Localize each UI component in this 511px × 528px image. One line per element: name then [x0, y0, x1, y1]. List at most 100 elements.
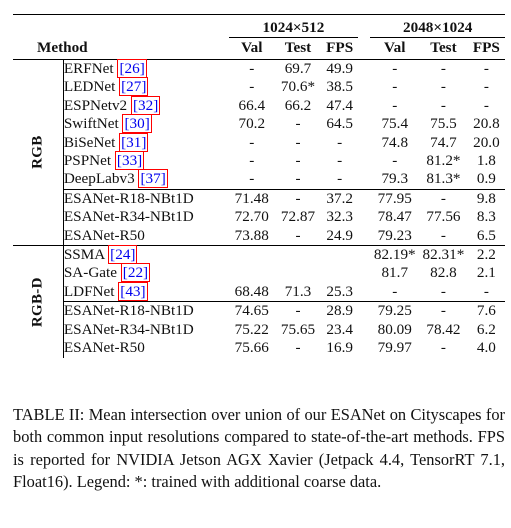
cell-v2: 78.47: [377, 208, 412, 226]
method-name: ESANet-R50: [63, 227, 228, 246]
citation-link[interactable]: [26]: [117, 59, 147, 78]
cell-f2: 2.1: [476, 264, 496, 282]
citation-link[interactable]: [22]: [120, 263, 151, 283]
method-name: ESANet-R18-NBt1D: [63, 302, 228, 320]
cell-v1: 73.88: [234, 226, 269, 244]
cell-f2: 20.8: [473, 115, 500, 133]
cell-v1: 70.2: [238, 115, 266, 133]
cell-v1: 72.70: [234, 208, 269, 226]
cell-f2: 20.0: [473, 133, 500, 151]
cell-v2: 79.3: [381, 170, 409, 188]
cell-f2: -: [483, 282, 489, 300]
citation-link[interactable]: [33]: [114, 151, 145, 171]
col-fps-2: FPS: [472, 39, 500, 57]
cell-v2: 80.09: [377, 320, 412, 338]
citation-link[interactable]: [43]: [118, 281, 148, 301]
cell-f2: 8.3: [476, 208, 496, 226]
table-row: ESANet-R34-NBt1D 72.70 72.87 32.3 78.47 77.56…: [13, 208, 505, 226]
cell-f2: 6.5: [476, 226, 496, 244]
cell-f2: 2.2: [476, 246, 496, 264]
cell-f1: [321, 264, 358, 282]
cell-f1: 25.3: [326, 282, 353, 300]
citation-link[interactable]: [30]: [122, 114, 152, 134]
method-label: LEDNet: [63, 78, 116, 96]
column-header-row: Method Val Test FPS Val Test FPS: [13, 38, 505, 60]
citation-number: 37: [145, 170, 161, 188]
method-label: ERFNet: [63, 60, 114, 77]
cell-t1: -: [295, 170, 301, 188]
cell-t2: -: [440, 302, 446, 320]
cell-v1: -: [249, 133, 255, 151]
citation-number: 32: [138, 96, 154, 114]
citation-number: 33: [121, 152, 138, 170]
cell-t1: 71.3: [284, 282, 312, 300]
table-row: DeepLabv3 [37] - - - 79.3 81.3* 0.9: [13, 169, 505, 189]
method-name: ESANet-R50: [63, 339, 228, 357]
cell-t2: 82.8: [430, 264, 457, 282]
method-name: SwiftNet [30]: [63, 114, 228, 134]
cell-f1: -: [337, 152, 343, 170]
results-table: 1024×512 2048×1024 Method Val Test FPS V…: [13, 14, 505, 358]
cell-v1: 68.48: [234, 282, 269, 300]
table-row: ESANet-R34-NBt1D 75.22 75.65 23.4 80.09 78.42…: [13, 321, 505, 339]
cell-v1: -: [249, 170, 255, 188]
cell-t1: -: [295, 302, 301, 320]
citation-number: 27: [126, 78, 142, 96]
cell-f2: 6.2: [476, 320, 496, 338]
cell-t1: 75.65: [280, 320, 316, 338]
method-label: ESANet-R34-NBt1D: [63, 320, 194, 338]
cell-t2: 77.56: [426, 208, 461, 226]
table-row: RGB-D SSMA [24] 82.19* 82.31* 2.2: [13, 245, 505, 358]
cell-t1: -: [295, 115, 301, 133]
method-name: LEDNet [27]: [63, 77, 228, 97]
method-label: ESANet-R34-NBt1D: [63, 208, 194, 226]
table-row: PSPNet [33] - - - - 81.2* 1.8: [13, 151, 505, 171]
cell-v1: 66.4: [238, 96, 266, 114]
citation-link[interactable]: [37]: [138, 169, 168, 189]
cell-f2: -: [483, 96, 489, 114]
cell-f2: 9.8: [476, 189, 496, 207]
cell-v2: -: [392, 78, 398, 96]
section-label-rgb-d: RGB-D: [13, 246, 64, 358]
cell-v1: -: [249, 152, 255, 170]
cell-v2: 79.23: [377, 226, 412, 244]
cell-f1: 16.9: [326, 339, 353, 357]
cell-t2: 74.7: [430, 133, 457, 151]
cell-f1: 64.5: [326, 115, 353, 133]
cell-v1: -: [249, 78, 255, 96]
cell-v2: 79.25: [377, 302, 412, 320]
cell-t2: -: [440, 60, 446, 77]
citation-number: 43: [125, 282, 141, 300]
cell-t1: -: [295, 133, 301, 151]
cell-t2: -: [440, 339, 446, 357]
cell-v2: 79.97: [377, 339, 412, 357]
citation-link[interactable]: [24]: [108, 245, 138, 265]
cell-f2: 0.9: [476, 170, 496, 188]
cell-t1: 72.87: [280, 208, 316, 226]
cell-f1: 38.5: [326, 78, 353, 96]
cell-v2: -: [392, 96, 398, 114]
method-name: ESPNetv2 [32]: [63, 95, 228, 115]
cell-f1: -: [337, 170, 343, 188]
method-name: ESANet-R18-NBt1D: [63, 190, 228, 208]
citation-number: 24: [115, 246, 131, 264]
table-row: LDFNet [43] 68.48 71.3 25.3 - - -: [13, 281, 505, 302]
method-name: DeepLabv3 [37]: [63, 169, 228, 189]
cell-f1: 47.4: [326, 96, 353, 114]
col-test-2: Test: [430, 39, 457, 57]
cell-t1: -: [295, 226, 301, 244]
section-label-rgb: RGB: [13, 60, 64, 246]
table-row: BiSeNet [31] - - - 74.8 74.7 20.0: [13, 132, 505, 152]
table-caption: TABLE II: Mean intersection over union o…: [13, 405, 505, 491]
cell-t1: 70.6*: [280, 78, 316, 96]
citation-number: 31: [126, 133, 142, 151]
table-row: ESPNetv2 [32] 66.4 66.2 47.4 - - -: [13, 95, 505, 115]
cell-f1: [321, 246, 358, 264]
cell-v2: -: [392, 282, 398, 300]
citation-link[interactable]: [32]: [130, 95, 161, 115]
citation-link[interactable]: [31]: [119, 132, 149, 152]
col-test-1: Test: [284, 39, 312, 57]
col-val-1: Val: [241, 39, 263, 57]
citation-link[interactable]: [27]: [119, 77, 149, 97]
